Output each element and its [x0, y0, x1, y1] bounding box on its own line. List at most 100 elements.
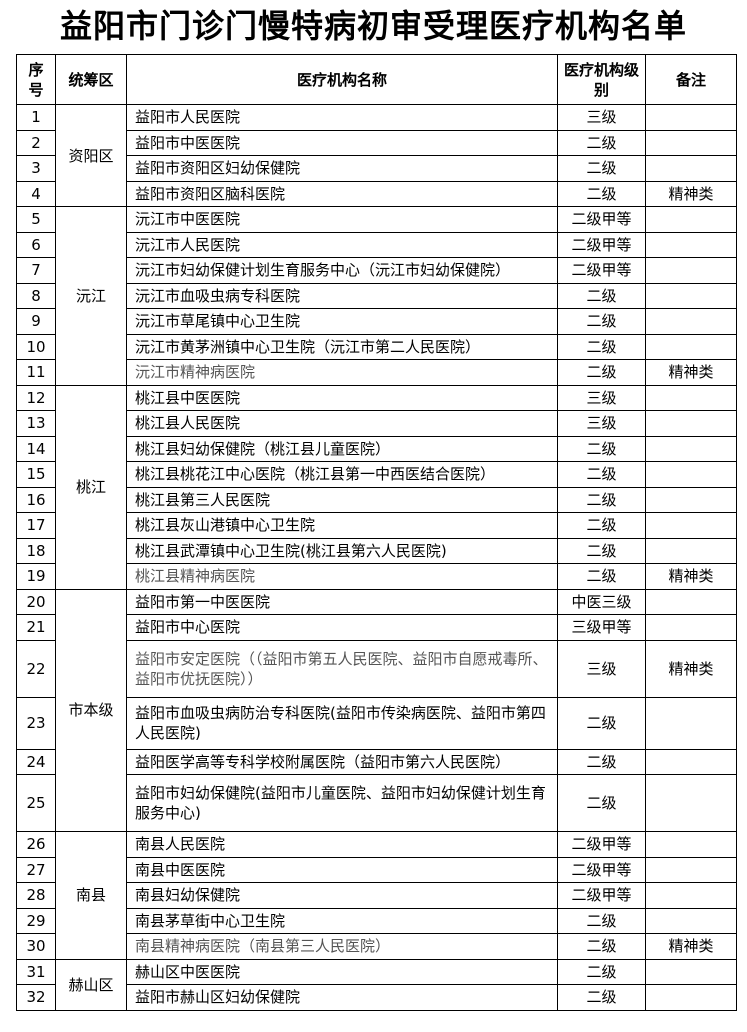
- note-cell: [645, 486, 737, 513]
- level-cell: 二级甲等: [557, 206, 646, 233]
- note-cell: [645, 537, 737, 564]
- seq-cell: 8: [16, 282, 56, 309]
- seq-cell: 9: [16, 308, 56, 335]
- table-row: 21 益阳市中心医院 三级甲等: [16, 614, 737, 641]
- header-name: 医疗机构名称: [126, 54, 558, 105]
- institution-name-cell: 赫山区中医医院: [126, 958, 558, 985]
- seq-cell: 31: [16, 958, 56, 985]
- note-cell: [645, 461, 737, 488]
- institution-name-cell: 桃江县桃花江中心医院（桃江县第一中西医结合医院）: [126, 461, 558, 488]
- institution-name-cell: 沅江市妇幼保健计划生育服务中心（沅江市妇幼保健院）: [126, 257, 558, 284]
- level-cell: 二级甲等: [557, 882, 646, 909]
- table-row: 27 南县中医医院 二级甲等: [16, 856, 737, 883]
- institution-name-cell: 益阳市妇幼保健院(益阳市儿童医院、益阳市妇幼保健计划生育服务中心): [126, 774, 558, 832]
- seq-cell: 23: [16, 696, 56, 750]
- note-cell: 精神类: [645, 180, 737, 207]
- note-cell: [645, 696, 737, 750]
- level-cell: 中医三级: [557, 588, 646, 615]
- table-row: 8 沅江市血吸虫病专科医院 二级: [16, 282, 737, 309]
- level-cell: 二级甲等: [557, 856, 646, 883]
- level-cell: 二级: [557, 774, 646, 832]
- table-row: 14 桃江县妇幼保健院（桃江县儿童医院） 二级: [16, 435, 737, 462]
- region-cell: 市本级: [55, 588, 127, 832]
- table-row: 26 南县 南县人民医院 二级甲等: [16, 831, 737, 960]
- level-cell: 二级: [557, 563, 646, 590]
- note-cell: [645, 410, 737, 437]
- note-cell: [645, 435, 737, 462]
- institution-name-cell: 南县人民医院: [126, 831, 558, 858]
- table-row: 24 益阳医学高等专科学校附属医院（益阳市第六人民医院） 二级: [16, 748, 737, 775]
- level-cell: 三级: [557, 639, 646, 698]
- region-cell: 赫山区: [55, 958, 127, 1011]
- seq-cell: 17: [16, 512, 56, 539]
- seq-cell: 5: [16, 206, 56, 233]
- institution-name-cell: 南县茅草街中心卫生院: [126, 907, 558, 934]
- table-row: 32 益阳市赫山区妇幼保健院 二级: [16, 984, 737, 1011]
- note-cell: [645, 907, 737, 934]
- level-cell: 二级: [557, 155, 646, 182]
- seq-cell: 28: [16, 882, 56, 909]
- note-cell: [645, 129, 737, 156]
- level-cell: 二级: [557, 512, 646, 539]
- note-cell: [645, 774, 737, 832]
- seq-cell: 19: [16, 563, 56, 590]
- seq-cell: 22: [16, 639, 56, 698]
- region-cell: 桃江: [55, 384, 127, 590]
- seq-cell: 26: [16, 831, 56, 858]
- document-title: 益阳市门诊门慢特病初审受理医疗机构名单: [59, 7, 687, 45]
- region-cell: 沅江: [55, 206, 127, 386]
- institution-name-cell: 沅江市人民医院: [126, 231, 558, 258]
- table-row: 25 益阳市妇幼保健院(益阳市儿童医院、益阳市妇幼保健计划生育服务中心) 二级: [16, 774, 737, 832]
- seq-cell: 7: [16, 257, 56, 284]
- level-cell: 二级: [557, 748, 646, 775]
- note-cell: [645, 282, 737, 309]
- institution-name-cell: 桃江县灰山港镇中心卫生院: [126, 512, 558, 539]
- seq-cell: 32: [16, 984, 56, 1011]
- seq-cell: 21: [16, 614, 56, 641]
- seq-cell: 30: [16, 933, 56, 960]
- level-cell: 二级: [557, 282, 646, 309]
- level-cell: 二级: [557, 129, 646, 156]
- seq-cell: 25: [16, 774, 56, 832]
- seq-cell: 29: [16, 907, 56, 934]
- table-row: 13 桃江县人民医院 三级: [16, 410, 737, 437]
- level-cell: 二级: [557, 308, 646, 335]
- note-cell: [645, 308, 737, 335]
- table-row: 30 南县精神病医院（南县第三人民医院） 二级 精神类: [16, 933, 737, 960]
- level-cell: 三级: [557, 384, 646, 411]
- table-row: 3 益阳市资阳区妇幼保健院 二级: [16, 155, 737, 182]
- table-row: 31 赫山区 赫山区中医医院 二级: [16, 958, 737, 1011]
- table-row: 9 沅江市草尾镇中心卫生院 二级: [16, 308, 737, 335]
- level-cell: 二级: [557, 984, 646, 1011]
- table-row: 17 桃江县灰山港镇中心卫生院 二级: [16, 512, 737, 539]
- note-cell: [645, 512, 737, 539]
- seq-cell: 14: [16, 435, 56, 462]
- header-note: 备注: [645, 54, 737, 105]
- level-cell: 二级: [557, 958, 646, 985]
- header-level: 医疗机构级别: [557, 54, 646, 105]
- seq-cell: 10: [16, 333, 56, 360]
- level-cell: 二级: [557, 537, 646, 564]
- seq-cell: 6: [16, 231, 56, 258]
- institution-name-cell: 桃江县精神病医院: [126, 563, 558, 590]
- institution-name-cell: 益阳市资阳区妇幼保健院: [126, 155, 558, 182]
- note-cell: 精神类: [645, 359, 737, 386]
- institution-name-cell: 南县精神病医院（南县第三人民医院）: [126, 933, 558, 960]
- header-region: 统筹区: [55, 54, 127, 105]
- level-cell: 二级: [557, 333, 646, 360]
- level-cell: 二级: [557, 461, 646, 488]
- seq-cell: 3: [16, 155, 56, 182]
- note-cell: [645, 588, 737, 615]
- level-cell: 二级: [557, 180, 646, 207]
- seq-cell: 16: [16, 486, 56, 513]
- institution-name-cell: 益阳市中医医院: [126, 129, 558, 156]
- institution-name-cell: 南县中医医院: [126, 856, 558, 883]
- institution-name-cell: 沅江市中医医院: [126, 206, 558, 233]
- institution-name-cell: 桃江县人民医院: [126, 410, 558, 437]
- seq-cell: 1: [16, 104, 56, 131]
- note-cell: [645, 257, 737, 284]
- institution-name-cell: 沅江市黄茅洲镇中心卫生院（沅江市第二人民医院）: [126, 333, 558, 360]
- note-cell: [645, 333, 737, 360]
- seq-cell: 27: [16, 856, 56, 883]
- note-cell: [645, 856, 737, 883]
